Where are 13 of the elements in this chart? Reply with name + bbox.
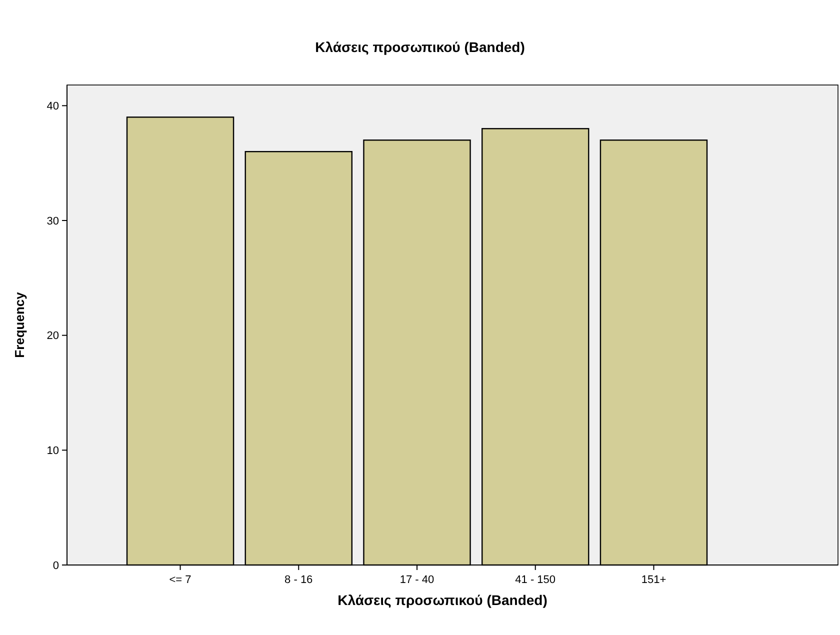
x-tick-label: 8 - 16 bbox=[284, 574, 313, 586]
y-tick-label: 40 bbox=[46, 100, 59, 113]
y-tick-label: 20 bbox=[46, 330, 59, 342]
x-tick-label: <= 7 bbox=[169, 574, 192, 586]
y-tick-label: 30 bbox=[46, 215, 59, 228]
y-axis-title: Frequency bbox=[12, 291, 27, 358]
y-tick-label: 0 bbox=[52, 560, 59, 572]
x-axis-title: Κλάσεις προσωπικού (Banded) bbox=[338, 592, 548, 608]
x-tick-label: 41 - 150 bbox=[515, 574, 556, 586]
chart-title: Κλάσεις προσωπικού (Banded) bbox=[315, 39, 525, 55]
y-tick-label: 10 bbox=[46, 445, 59, 458]
x-tick-label: 151+ bbox=[641, 574, 666, 586]
x-tick-label: 17 - 40 bbox=[400, 574, 434, 586]
